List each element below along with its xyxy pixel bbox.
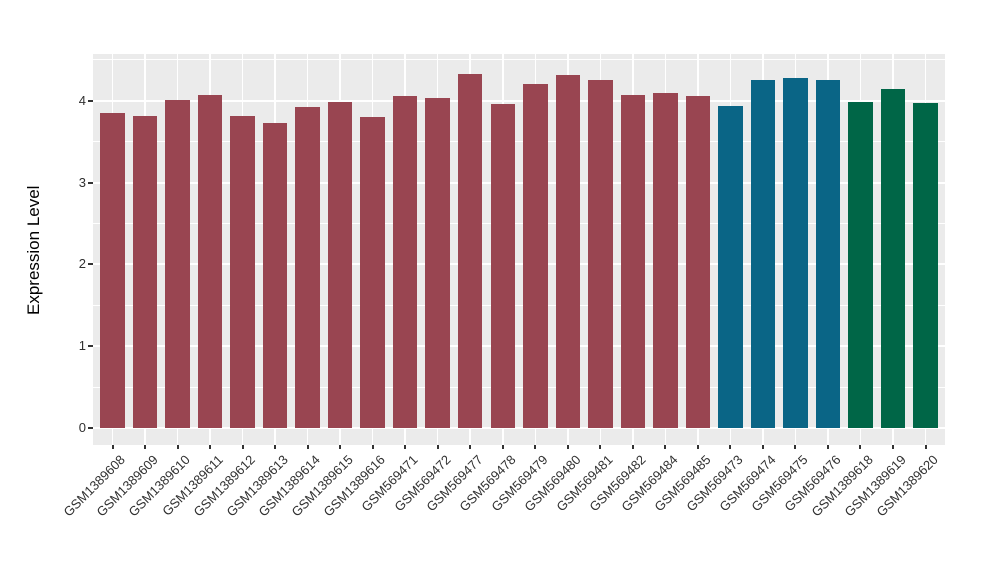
x-tick-mark xyxy=(696,445,699,449)
x-tick-mark xyxy=(664,445,667,449)
y-tick-mark xyxy=(88,181,93,184)
x-tick-mark xyxy=(241,445,244,449)
bar-GSM569480 xyxy=(555,74,581,428)
bar-GSM1389611 xyxy=(197,95,223,428)
bar-GSM569481 xyxy=(588,80,613,428)
y-tick-label: 0 xyxy=(78,420,86,435)
x-tick-mark xyxy=(371,445,374,449)
y-tick-mark xyxy=(88,263,93,266)
x-tick-mark xyxy=(729,445,732,449)
bar-GSM1389618 xyxy=(848,101,873,428)
bar-GSM1389608 xyxy=(100,113,125,428)
bar-GSM1389612 xyxy=(230,116,255,428)
gridline-minor xyxy=(93,223,945,224)
gridline-minor xyxy=(93,304,945,306)
x-tick-mark xyxy=(404,445,407,449)
x-tick-mark xyxy=(111,445,114,449)
y-tick-label: 3 xyxy=(78,174,86,190)
y-tick-mark xyxy=(88,427,93,429)
y-axis-title: Expression Level xyxy=(24,185,43,316)
gridline-minor xyxy=(93,141,945,143)
bar-GSM1389620 xyxy=(913,103,938,428)
bar-GSM569471 xyxy=(392,95,418,428)
bar-GSM569475 xyxy=(783,77,808,428)
y-tick-mark xyxy=(88,345,93,348)
plot-panel xyxy=(93,54,945,445)
x-tick-mark xyxy=(144,445,147,449)
x-tick-mark xyxy=(209,445,212,449)
y-tick-mark xyxy=(88,99,93,102)
bar-GSM1389613 xyxy=(262,122,288,428)
x-tick-mark xyxy=(794,445,797,449)
bar-GSM1389609 xyxy=(132,116,158,428)
gridline-major xyxy=(93,345,945,348)
x-tick-mark xyxy=(501,445,504,449)
gridline-major xyxy=(93,181,945,184)
x-tick-mark xyxy=(631,445,634,449)
x-tick-mark xyxy=(274,445,277,449)
y-tick-label: 2 xyxy=(78,256,86,272)
bar-GSM569474 xyxy=(750,80,776,428)
y-tick-label: 4 xyxy=(78,92,86,108)
gridline-minor xyxy=(93,386,945,388)
x-tick-mark xyxy=(176,445,179,449)
bar-GSM1389619 xyxy=(880,88,906,428)
bar-GSM569473 xyxy=(718,105,743,428)
bar-GSM1389616 xyxy=(360,117,385,428)
bar-GSM569477 xyxy=(457,73,483,428)
bar-GSM569476 xyxy=(815,80,841,428)
x-tick-mark xyxy=(339,445,342,449)
gridline-minor xyxy=(93,59,945,61)
bar-GSM569472 xyxy=(425,98,450,428)
x-tick-mark xyxy=(599,445,602,449)
x-tick-mark xyxy=(891,445,894,449)
bar-GSM1389614 xyxy=(295,107,320,428)
x-tick-mark xyxy=(469,445,472,449)
bar-GSM569482 xyxy=(620,95,646,428)
bar-GSM569484 xyxy=(653,92,678,428)
x-tick-mark xyxy=(859,445,862,449)
x-tick-mark xyxy=(924,445,927,449)
gridline-major xyxy=(93,99,945,102)
x-tick-mark xyxy=(436,445,439,449)
x-tick-mark xyxy=(826,445,829,449)
bar-GSM569485 xyxy=(685,95,711,428)
gridline-major xyxy=(93,263,945,266)
x-tick-mark xyxy=(534,445,537,449)
x-tick-mark xyxy=(566,445,569,449)
bar-GSM569479 xyxy=(523,83,548,428)
bar-GSM1389610 xyxy=(165,99,190,428)
bar-GSM569478 xyxy=(490,104,515,428)
y-tick-label: 1 xyxy=(78,338,86,354)
bar-GSM1389615 xyxy=(327,101,353,428)
x-tick-mark xyxy=(306,445,309,449)
x-tick-mark xyxy=(761,445,764,449)
gridline-major xyxy=(93,427,945,429)
